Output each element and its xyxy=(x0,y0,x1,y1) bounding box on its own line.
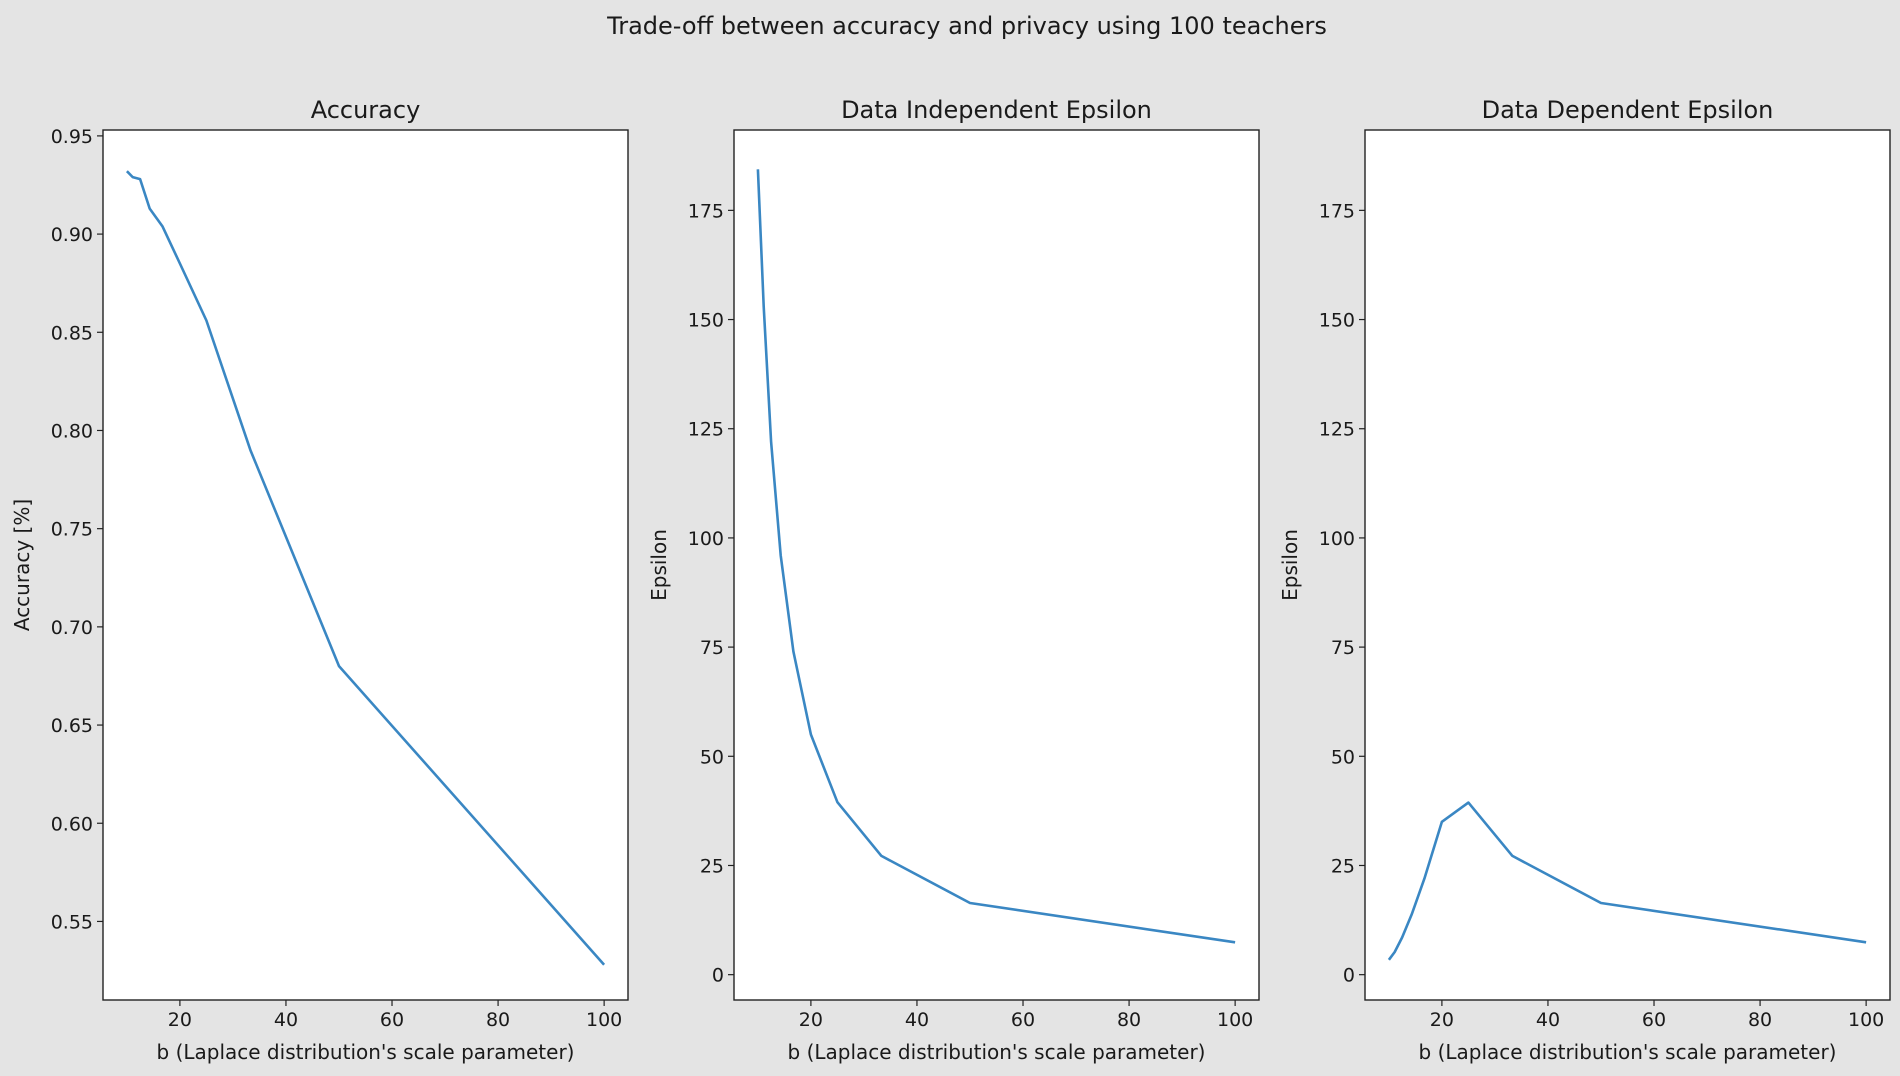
chart-3-x-tick-label: 20 xyxy=(1430,1009,1454,1031)
chart-1-y-tick-label: 0.85 xyxy=(51,322,93,344)
chart-3-y-tick-label: 125 xyxy=(1319,419,1355,441)
chart-2-x-axis-label: b (Laplace distribution's scale paramete… xyxy=(788,1040,1206,1064)
chart-3-x-tick-label: 40 xyxy=(1536,1009,1560,1031)
chart-2-y-tick-label: 0 xyxy=(712,965,724,987)
chart-1-y-tick-label: 0.75 xyxy=(51,519,93,541)
chart-1-y-tick-label: 0.80 xyxy=(51,420,93,442)
chart-2-x-tick-label: 60 xyxy=(1011,1009,1035,1031)
chart-3-x-tick-label: 80 xyxy=(1748,1009,1772,1031)
chart-1-x-tick-label: 100 xyxy=(586,1009,622,1031)
chart-2-series-line xyxy=(756,169,1236,944)
chart-2-x-tick-label: 80 xyxy=(1117,1009,1141,1031)
chart-1: Accuracy 20 40 60 80 100 0.55 0.60 0.65 0.70 0.75 0… xyxy=(10,96,629,1064)
figure-title: Trade-off between accuracy and privacy u… xyxy=(606,12,1327,40)
chart-2-y-tick-label: 150 xyxy=(688,310,724,332)
chart-3-y-tick-label: 0 xyxy=(1343,965,1355,987)
chart-2-y-tick-label: 125 xyxy=(688,419,724,441)
chart-1-y-axis-label: Accuracy [%] xyxy=(10,499,34,631)
chart-3-y-tick-label: 150 xyxy=(1319,310,1355,332)
chart-2-title: Data Independent Epsilon xyxy=(841,96,1152,124)
chart-3: Data Dependent Epsilon 20 40 60 80 100 0 25 50 75… xyxy=(1278,96,1891,1064)
chart-3-x-tick-label: 100 xyxy=(1848,1009,1884,1031)
chart-1-y-tick-label: 0.60 xyxy=(51,813,93,835)
chart-1-x-tick-label: 40 xyxy=(274,1009,298,1031)
chart-2-y-axis-label: Epsilon xyxy=(647,529,671,601)
chart-2-x-tick-label: 20 xyxy=(799,1009,823,1031)
chart-3-title: Data Dependent Epsilon xyxy=(1482,96,1774,124)
chart-2-y-tick-label: 100 xyxy=(688,528,724,550)
chart-1-x-tick-label: 60 xyxy=(380,1009,404,1031)
chart-1-x-axis-label: b (Laplace distribution's scale paramete… xyxy=(157,1040,575,1064)
chart-3-y-axis-label: Epsilon xyxy=(1278,529,1302,601)
chart-1-title: Accuracy xyxy=(311,96,421,124)
chart-3-y-tick-label: 50 xyxy=(1331,746,1355,768)
chart-3-y-tick-label: 25 xyxy=(1331,855,1355,877)
chart-1-series-line xyxy=(125,170,606,966)
chart-3-x-tick-label: 60 xyxy=(1642,1009,1666,1031)
chart-2-y-tick-label: 25 xyxy=(700,855,724,877)
chart-1-y-tick-label: 0.65 xyxy=(51,715,93,737)
chart-1-plot-area xyxy=(102,129,629,1001)
chart-1-x-tick-label: 20 xyxy=(168,1009,192,1031)
chart-3-plot-area xyxy=(1364,129,1891,1001)
chart-2-y-tick-label: 175 xyxy=(688,200,724,222)
chart-3-y-tick-label: 75 xyxy=(1331,637,1355,659)
chart-1-y-tick-label: 0.95 xyxy=(51,126,93,148)
chart-2-y-tick-label: 50 xyxy=(700,746,724,768)
chart-2-x-tick-label: 40 xyxy=(905,1009,929,1031)
chart-1-y-tick-label: 0.90 xyxy=(51,224,93,246)
chart-1-y-tick-label: 0.55 xyxy=(51,911,93,933)
chart-3-series-line xyxy=(1387,801,1867,961)
chart-2-plot-area xyxy=(733,129,1260,1001)
chart-3-y-tick-label: 175 xyxy=(1319,200,1355,222)
chart-1-y-tick-label: 0.70 xyxy=(51,617,93,639)
chart-2-y-tick-label: 75 xyxy=(700,637,724,659)
chart-2: Data Independent Epsilon 20 40 60 80 100 0 25 50… xyxy=(647,96,1260,1064)
chart-2-x-tick-label: 100 xyxy=(1217,1009,1253,1031)
chart-3-x-axis-label: b (Laplace distribution's scale paramete… xyxy=(1419,1040,1837,1064)
chart-1-x-tick-label: 80 xyxy=(486,1009,510,1031)
chart-3-y-tick-label: 100 xyxy=(1319,528,1355,550)
